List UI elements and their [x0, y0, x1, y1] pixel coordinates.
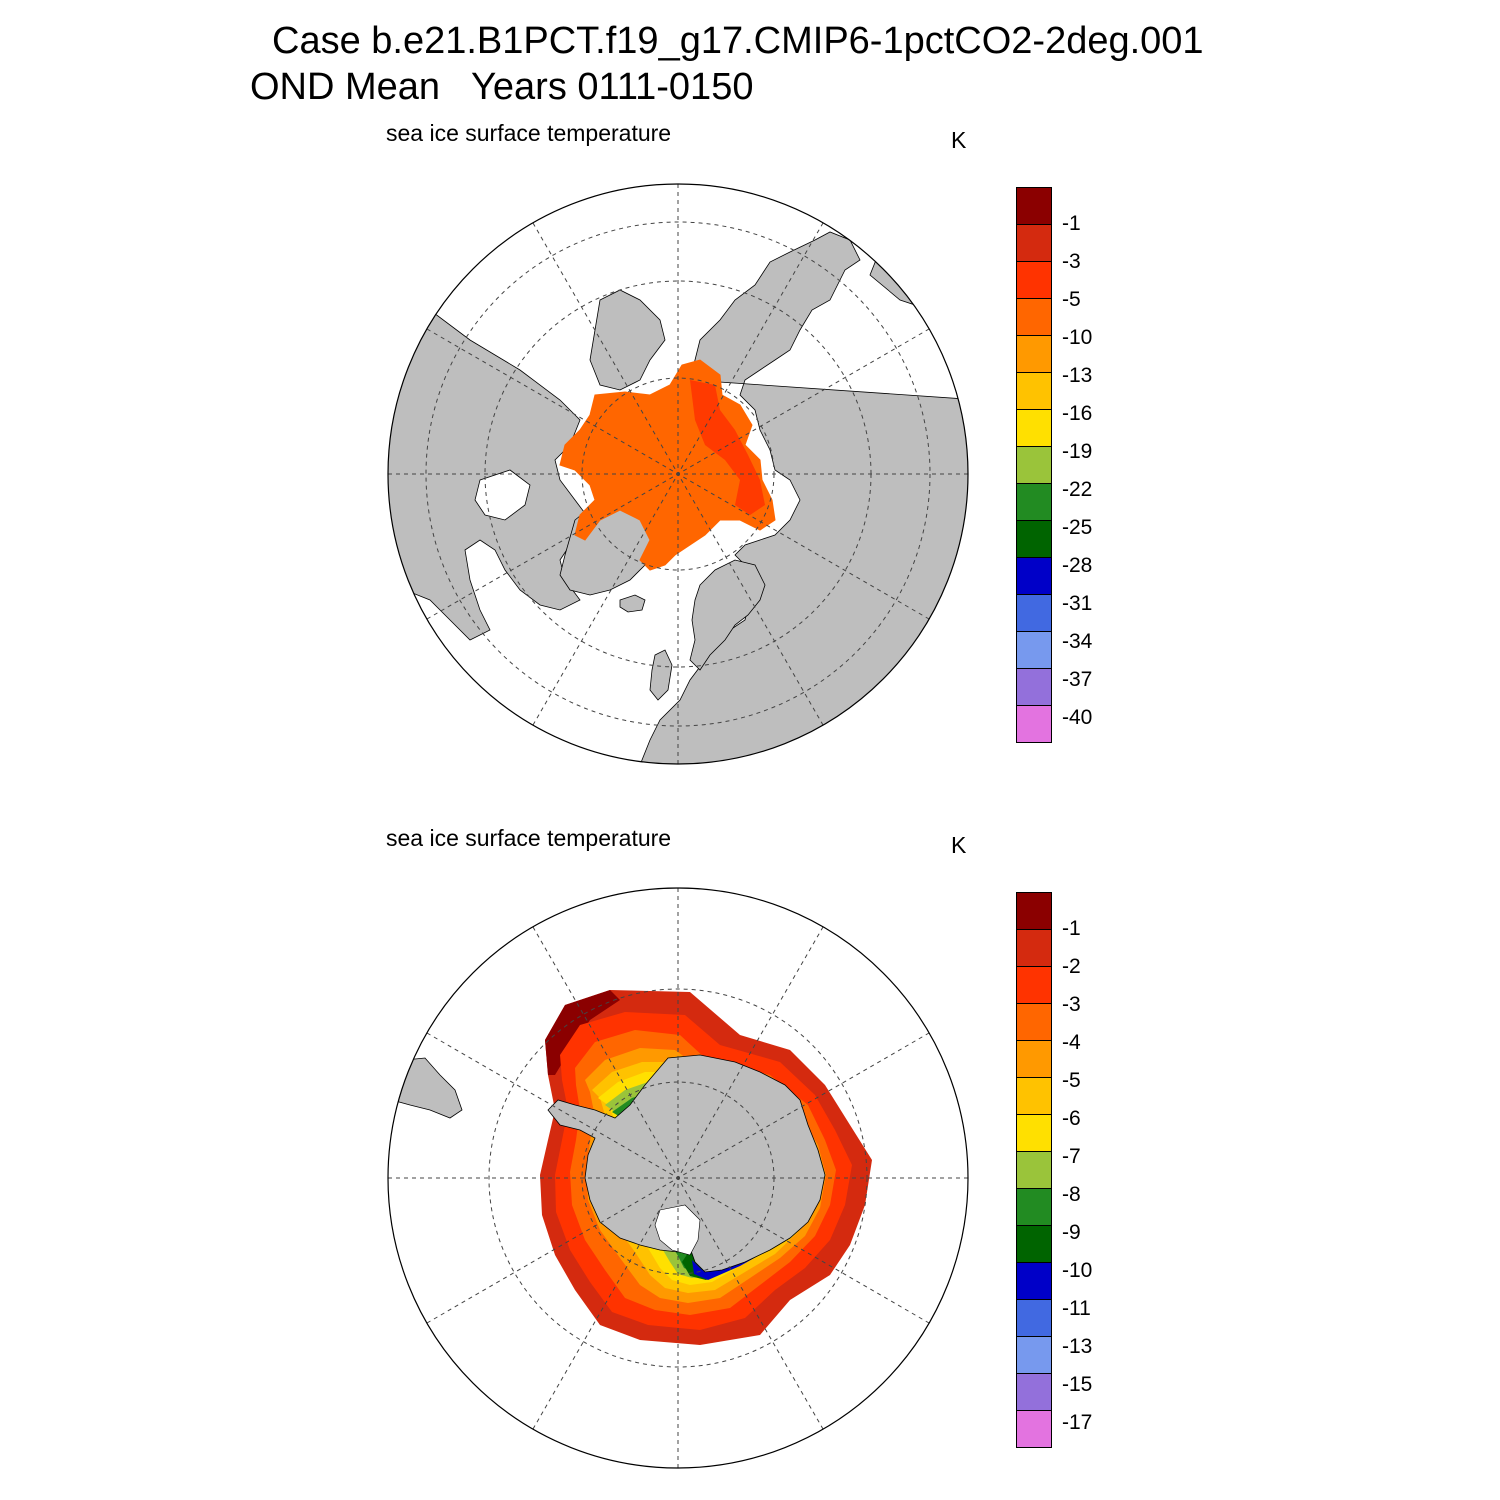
north-colorbar-tick-label: -10	[1062, 326, 1093, 349]
north-colorbar-tick-label: -22	[1062, 478, 1093, 501]
north-colorbar-tick-label: -13	[1062, 364, 1093, 387]
south-colorbar-tick-label: -13	[1062, 1335, 1093, 1358]
south-colorbar-swatch	[1016, 1410, 1052, 1448]
south-colorbar-tick-label: -11	[1062, 1297, 1091, 1320]
south-colorbar-tick-label: -10	[1062, 1259, 1093, 1282]
south-colorbar-tick-label: -15	[1062, 1373, 1093, 1396]
south-colorbar	[1016, 892, 1052, 1448]
plot-title: Case b.e21.B1PCT.f19_g17.CMIP6-1pctCO2-2…	[272, 20, 1204, 62]
north-sea-ice-warm	[690, 380, 765, 515]
south-colorbar-swatch	[1016, 1040, 1052, 1078]
north-colorbar-swatch	[1016, 668, 1052, 706]
south-colorbar-swatch	[1016, 1151, 1052, 1189]
south-colorbar-tick-label: -2	[1062, 955, 1081, 978]
south-colorbar-swatch	[1016, 1373, 1052, 1411]
north-colorbar-swatch	[1016, 557, 1052, 595]
north-map-border	[387, 183, 969, 765]
south-colorbar-tick-label: -3	[1062, 993, 1081, 1016]
north-colorbar-swatch	[1016, 335, 1052, 373]
north-units: K	[951, 127, 967, 153]
south-colorbar-tick-label: -8	[1062, 1183, 1081, 1206]
north-land-iceland	[619, 594, 646, 613]
north-colorbar-swatch	[1016, 187, 1052, 225]
north-colorbar-tick-label: -28	[1062, 554, 1093, 577]
north-colorbar-tick-label: -25	[1062, 516, 1093, 539]
north-colorbar-swatch	[1016, 594, 1052, 632]
south-colorbar-tick-label: -1	[1062, 917, 1081, 940]
south-map-border	[387, 887, 969, 1469]
south-colorbar-swatch	[1016, 1077, 1052, 1115]
north-colorbar-tick-label: -16	[1062, 402, 1093, 425]
north-land-scandinavia	[689, 559, 766, 671]
north-colorbar-swatch	[1016, 446, 1052, 484]
north-colorbar-swatch	[1016, 372, 1052, 410]
north-colorbar-swatch	[1016, 224, 1052, 262]
south-ross-ice-shelf	[654, 1204, 701, 1256]
north-colorbar-tick-label: -37	[1062, 668, 1093, 691]
south-colorbar-tick-label: -4	[1062, 1031, 1081, 1054]
south-colorbar-tick-label: -17	[1062, 1411, 1093, 1434]
north-colorbar-tick-label: -5	[1062, 288, 1081, 311]
north-colorbar-tick-label: -3	[1062, 250, 1081, 273]
south-colorbar-swatch	[1016, 1188, 1052, 1226]
north-panel-label: sea ice surface temperature	[386, 120, 672, 146]
north-colorbar-tick-label: -31	[1062, 592, 1093, 615]
north-colorbar-tick-label: -19	[1062, 440, 1093, 463]
south-colorbar-swatch	[1016, 966, 1052, 1004]
south-units: K	[951, 832, 967, 858]
south-colorbar-swatch	[1016, 1003, 1052, 1041]
south-colorbar-swatch	[1016, 892, 1052, 930]
north-colorbar-tick-label: -1	[1062, 212, 1081, 235]
north-colorbar-swatch	[1016, 483, 1052, 521]
north-colorbar-swatch	[1016, 705, 1052, 743]
south-panel-label: sea ice surface temperature	[386, 825, 672, 851]
north-colorbar	[1016, 187, 1052, 743]
north-colorbar-swatch	[1016, 631, 1052, 669]
north-land-alaska	[589, 289, 666, 391]
north-land-british-isles	[649, 649, 673, 701]
south-colorbar-swatch	[1016, 1336, 1052, 1374]
north-hudson-bay	[474, 469, 531, 521]
south-colorbar-swatch	[1016, 929, 1052, 967]
north-polar-map	[388, 184, 968, 764]
south-colorbar-tick-label: -9	[1062, 1221, 1081, 1244]
south-colorbar-swatch	[1016, 1299, 1052, 1337]
south-colorbar-swatch	[1016, 1114, 1052, 1152]
north-colorbar-swatch	[1016, 520, 1052, 558]
south-colorbar-swatch	[1016, 1225, 1052, 1263]
north-colorbar-swatch	[1016, 298, 1052, 336]
north-colorbar-tick-label: -34	[1062, 630, 1093, 653]
north-colorbar-swatch	[1016, 261, 1052, 299]
south-polar-map	[388, 888, 968, 1468]
south-colorbar-tick-label: -5	[1062, 1069, 1081, 1092]
south-colorbar-swatch	[1016, 1262, 1052, 1300]
north-colorbar-tick-label: -40	[1062, 706, 1093, 729]
south-colorbar-tick-label: -7	[1062, 1145, 1081, 1168]
plot-subtitle: OND Mean Years 0111-0150	[250, 66, 754, 108]
north-colorbar-swatch	[1016, 409, 1052, 447]
south-colorbar-tick-label: -6	[1062, 1107, 1081, 1130]
